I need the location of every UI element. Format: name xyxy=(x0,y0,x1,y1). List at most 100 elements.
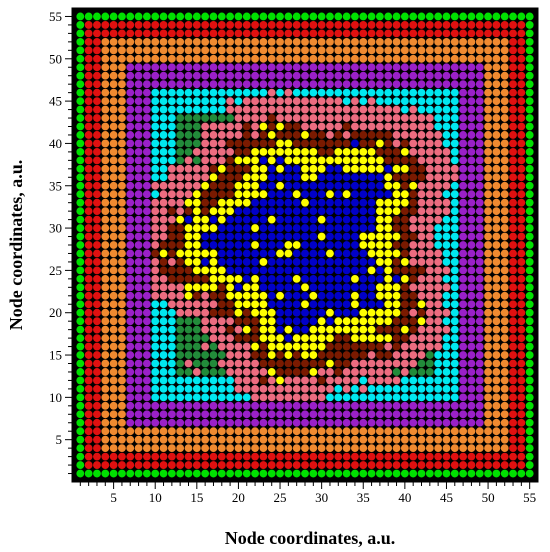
node-point xyxy=(209,190,218,199)
node-point xyxy=(351,46,359,55)
node-point xyxy=(409,461,418,469)
node-point xyxy=(409,351,418,359)
node-point xyxy=(326,368,334,376)
node-point xyxy=(434,54,443,63)
node-point xyxy=(392,359,401,368)
node-point xyxy=(392,435,401,444)
node-point xyxy=(326,317,334,326)
node-point xyxy=(184,147,193,156)
node-point xyxy=(209,63,218,72)
node-point xyxy=(509,12,517,21)
node-point xyxy=(400,131,409,139)
node-point xyxy=(517,351,526,359)
node-point xyxy=(251,418,259,427)
node-point xyxy=(467,283,476,292)
node-point xyxy=(142,359,151,368)
node-point xyxy=(167,376,176,385)
node-point xyxy=(126,435,135,444)
node-point xyxy=(326,97,334,106)
node-point xyxy=(142,37,151,46)
node-point xyxy=(351,418,359,427)
node-point xyxy=(375,334,384,343)
node-point xyxy=(425,190,434,199)
node-point xyxy=(442,291,451,300)
node-point xyxy=(226,207,235,216)
node-point xyxy=(450,37,459,46)
node-point xyxy=(317,12,326,21)
node-point xyxy=(359,401,368,410)
node-point xyxy=(109,21,118,29)
node-point xyxy=(417,376,426,385)
node-point xyxy=(500,334,509,343)
node-point xyxy=(118,461,126,469)
node-point xyxy=(517,359,526,368)
node-point xyxy=(475,21,484,29)
node-point xyxy=(317,376,326,385)
node-point xyxy=(317,249,326,258)
node-point xyxy=(359,444,368,453)
node-point xyxy=(142,198,151,207)
node-point xyxy=(434,88,443,97)
node-point xyxy=(351,71,359,80)
node-point xyxy=(126,418,135,427)
node-point xyxy=(284,418,293,427)
node-point xyxy=(142,342,151,351)
node-point xyxy=(167,224,176,232)
node-point xyxy=(375,469,384,478)
node-point xyxy=(284,274,293,283)
node-point xyxy=(109,393,118,402)
node-point xyxy=(292,232,301,241)
node-point xyxy=(509,300,517,309)
node-point xyxy=(93,308,101,317)
node-point xyxy=(251,384,259,393)
node-point xyxy=(525,258,534,266)
node-point xyxy=(167,54,176,63)
node-point xyxy=(251,334,259,343)
node-point xyxy=(209,198,218,207)
node-point xyxy=(425,12,434,21)
node-point xyxy=(467,71,476,80)
node-point xyxy=(434,359,443,368)
node-point xyxy=(301,181,309,190)
node-point xyxy=(417,29,426,38)
node-point xyxy=(384,435,393,444)
node-point xyxy=(442,444,451,453)
node-point xyxy=(151,215,160,224)
node-point xyxy=(417,469,426,478)
node-point xyxy=(276,232,284,241)
node-point xyxy=(167,359,176,368)
node-point xyxy=(184,376,193,385)
node-point xyxy=(467,435,476,444)
node-point xyxy=(517,342,526,351)
node-point xyxy=(326,393,334,402)
node-point xyxy=(101,410,110,419)
node-point xyxy=(151,401,160,410)
node-point xyxy=(450,393,459,402)
node-point xyxy=(450,452,459,461)
node-point xyxy=(367,469,376,478)
node-point xyxy=(450,232,459,241)
node-point xyxy=(192,241,201,249)
node-point xyxy=(284,207,293,216)
node-point xyxy=(242,384,251,393)
node-point xyxy=(375,258,384,266)
node-point xyxy=(442,300,451,309)
node-point xyxy=(192,54,201,63)
node-point xyxy=(101,274,110,283)
node-point xyxy=(351,368,359,376)
node-point xyxy=(176,97,185,106)
node-point xyxy=(392,258,401,266)
node-point xyxy=(184,384,193,393)
node-point xyxy=(442,114,451,122)
node-point xyxy=(142,393,151,402)
node-point xyxy=(342,80,351,89)
node-point xyxy=(109,249,118,258)
node-point xyxy=(126,21,135,29)
node-point xyxy=(184,266,193,275)
node-point xyxy=(159,401,168,410)
node-point xyxy=(492,376,501,385)
node-point xyxy=(267,444,276,453)
node-point xyxy=(242,198,251,207)
node-point xyxy=(226,368,235,376)
